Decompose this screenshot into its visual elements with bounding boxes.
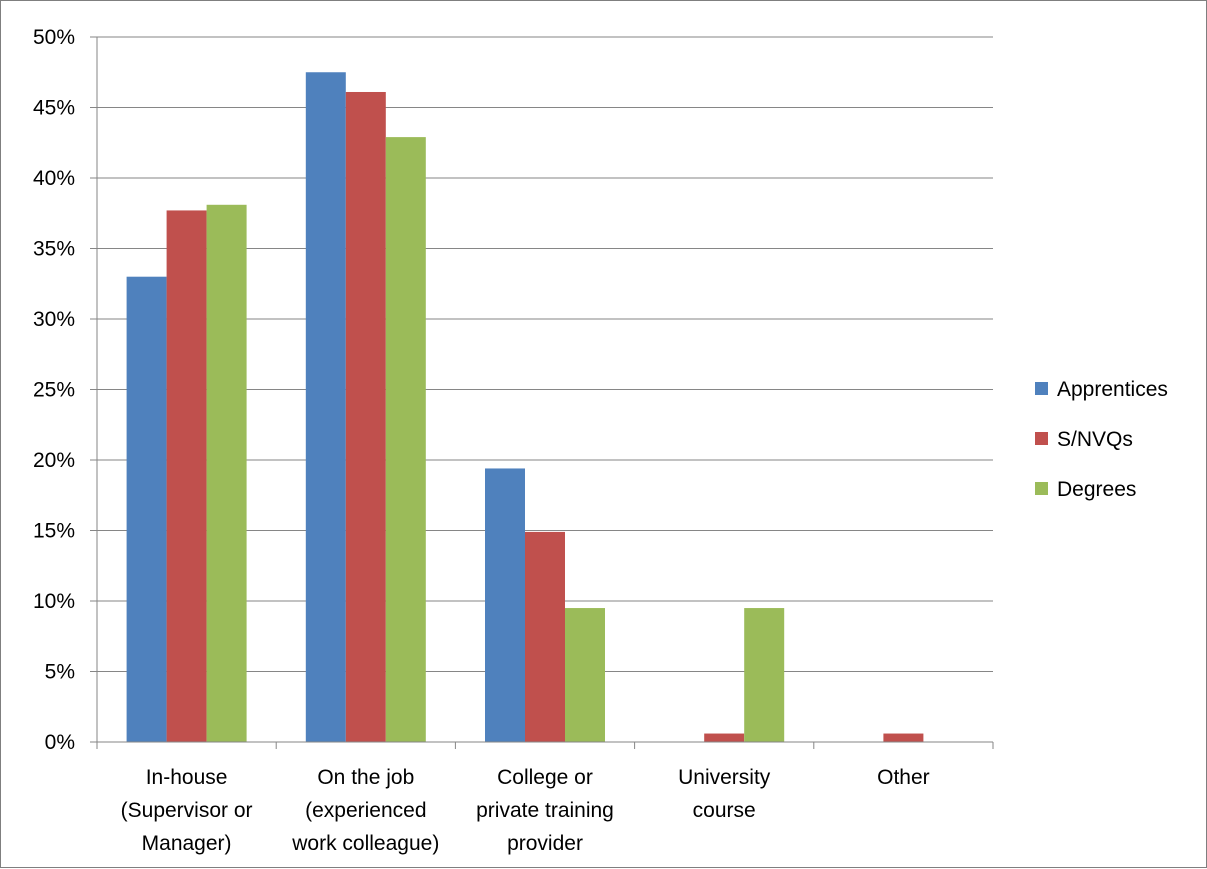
legend-label: Apprentices	[1057, 378, 1168, 401]
x-axis-labels: In-house (Supervisor or Manager) On the job…	[121, 766, 930, 855]
bars	[126, 72, 924, 743]
bar-degrees	[206, 204, 247, 743]
x-category-label: In-house (Supervisor or Manager)	[121, 766, 253, 855]
bar-s-nvqs	[166, 210, 207, 742]
legend-swatch	[1035, 432, 1048, 445]
bar-apprentices	[485, 468, 525, 742]
bar-degrees	[744, 608, 785, 742]
bar-degrees	[565, 608, 605, 742]
y-axis-ticks: 0% 5% 10% 15% 20% 25% 30% 35% 40% 45% 50%	[33, 26, 75, 754]
x-category-label: College or private training provider	[476, 766, 614, 855]
y-tick-label: 30%	[33, 308, 75, 331]
legend-label: Degrees	[1057, 478, 1136, 501]
y-tick-label: 25%	[33, 379, 75, 402]
bar-s-nvqs	[883, 733, 924, 742]
x-category-label: Other	[877, 766, 930, 789]
y-tick-label: 10%	[33, 590, 75, 613]
y-tick-label: 45%	[33, 97, 75, 120]
y-tick-label: 35%	[33, 238, 75, 261]
bar-degrees	[385, 137, 426, 743]
y-tick-label: 20%	[33, 449, 75, 472]
y-tick-label: 50%	[33, 26, 75, 49]
legend-swatch	[1035, 482, 1048, 495]
legend-label: S/NVQs	[1057, 428, 1133, 451]
legend-swatch	[1035, 382, 1048, 395]
y-tick-label: 5%	[45, 661, 75, 684]
bar-apprentices	[126, 276, 167, 742]
x-category-label: On the job (experienced work colleague)	[291, 766, 439, 855]
axes	[90, 36, 994, 749]
y-tick-label: 40%	[33, 167, 75, 190]
y-tick-label: 15%	[33, 520, 75, 543]
bar-s-nvqs	[345, 91, 386, 743]
x-category-label: University course	[678, 766, 771, 822]
bar-s-nvqs	[704, 733, 745, 742]
bar-apprentices	[305, 72, 346, 742]
bar-s-nvqs	[525, 531, 565, 742]
y-tick-label: 0%	[45, 731, 75, 754]
legend: Apprentices S/NVQs Degrees	[1035, 378, 1168, 501]
